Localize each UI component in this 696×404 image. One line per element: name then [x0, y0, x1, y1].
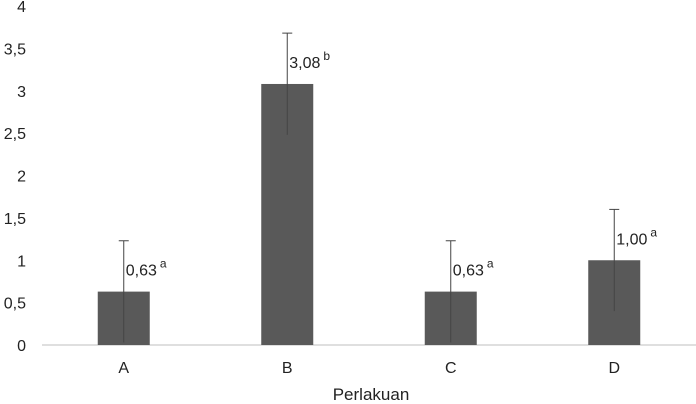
- x-tick-label: B: [282, 360, 293, 377]
- y-tick-label: 3,5: [4, 41, 26, 58]
- significance-letter: a: [487, 257, 494, 271]
- y-axis-ticks: 0 0,5 1 1,5 2 2,5 3 3,5 4: [4, 0, 26, 355]
- x-tick-label: D: [608, 360, 620, 377]
- bars: 0,63 a3,08 b0,63 a1,00 a: [97, 32, 657, 345]
- y-tick-label: 1: [17, 253, 26, 270]
- y-tick-label: 0: [17, 338, 26, 355]
- x-tick-label: A: [118, 360, 129, 377]
- data-label: 1,00: [616, 231, 647, 248]
- data-label: 3,08: [289, 55, 320, 72]
- significance-letter: b: [323, 49, 330, 63]
- x-axis-ticks: A B C D: [118, 360, 620, 377]
- y-tick-label: 2: [17, 169, 26, 186]
- significance-letter: a: [650, 225, 657, 239]
- y-tick-label: 3: [17, 84, 26, 101]
- y-tick-label: 4: [17, 0, 26, 16]
- x-tick-label: C: [445, 360, 457, 377]
- y-tick-label: 1,5: [4, 211, 26, 228]
- data-label: 0,63: [126, 263, 157, 280]
- x-axis-title: Perlakuan: [333, 385, 410, 404]
- y-tick-label: 2,5: [4, 126, 26, 143]
- data-label: 0,63: [453, 263, 484, 280]
- y-tick-label: 0,5: [4, 296, 26, 313]
- significance-letter: a: [160, 257, 167, 271]
